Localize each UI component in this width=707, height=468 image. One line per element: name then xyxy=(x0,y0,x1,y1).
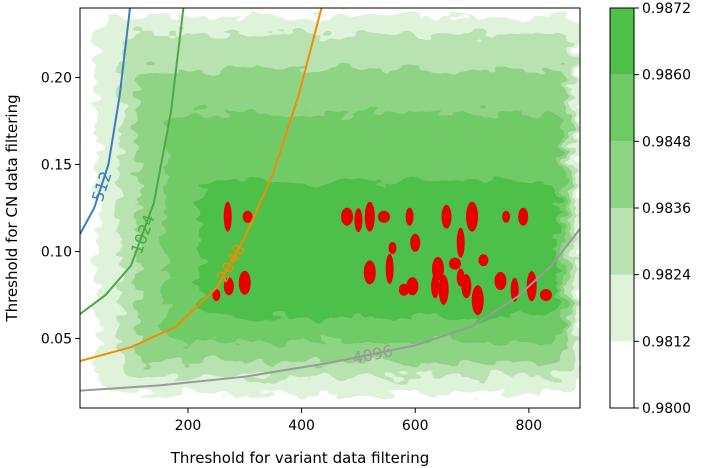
colorbar-segment-1 xyxy=(610,341,634,408)
x-axis: 200 400 600 800 xyxy=(175,408,542,434)
y-tick-label: 0.05 xyxy=(41,331,72,347)
contour-line-1024 xyxy=(80,8,185,315)
peak-region-1 xyxy=(212,288,221,301)
peak-region-3 xyxy=(238,270,251,295)
peak-region-11 xyxy=(441,204,452,229)
peak-region-21 xyxy=(449,257,461,270)
contour-line-4096 xyxy=(80,228,580,392)
colorbar: 0.9800 0.9812 0.9824 0.9836 0.9848 0.9860 0.98… xyxy=(609,1,691,417)
colorbar-tick-label: 0.9812 xyxy=(642,334,691,350)
x-tick-label: 600 xyxy=(402,418,429,434)
peak-region-15 xyxy=(363,260,376,285)
peak-region-12 xyxy=(466,201,479,232)
peak-region-18 xyxy=(406,277,419,296)
peak-region-13 xyxy=(502,210,511,223)
colorbar-segment-3 xyxy=(610,208,634,275)
y-axis: 0.05 0.10 0.15 0.20 xyxy=(41,71,80,347)
colorbar-segment-5 xyxy=(610,74,634,142)
contour-lines xyxy=(80,8,580,392)
peak-region-27 xyxy=(431,256,444,281)
peak-region-2 xyxy=(223,277,234,296)
x-tick-label: 200 xyxy=(175,418,202,434)
peak-regions xyxy=(212,201,552,316)
peak-region-20 xyxy=(438,274,449,305)
peak-region-9 xyxy=(377,210,390,223)
peak-region-10 xyxy=(405,207,414,226)
colorbar-tick-label: 0.9800 xyxy=(642,401,691,417)
x-axis-label: Threshold for variant data filtering xyxy=(170,449,429,467)
plot-frame xyxy=(79,7,581,409)
peak-region-30 xyxy=(494,272,507,291)
colorbar-tick-label: 0.9860 xyxy=(642,68,691,84)
peak-region-23 xyxy=(461,274,472,299)
peak-region-29 xyxy=(478,254,489,267)
peak-region-24 xyxy=(471,285,484,316)
peak-region-4 xyxy=(223,201,232,232)
y-tick-label: 0.20 xyxy=(41,71,72,87)
x-tick-label: 400 xyxy=(288,418,315,434)
colorbar-tick-label: 0.9824 xyxy=(642,268,691,284)
peak-region-25 xyxy=(388,242,397,254)
contour-line-2048 xyxy=(80,8,323,363)
peak-region-16 xyxy=(385,253,394,284)
y-tick-label: 0.10 xyxy=(41,244,72,260)
colorbar-segment-6 xyxy=(610,8,634,75)
colorbar-tick-label: 0.9836 xyxy=(642,201,691,217)
y-tick-label: 0.15 xyxy=(41,158,72,174)
contour-line-512 xyxy=(80,8,131,235)
peak-region-14 xyxy=(518,207,529,226)
peak-region-5 xyxy=(242,210,253,223)
peak-region-33 xyxy=(539,288,552,301)
peak-region-7 xyxy=(354,208,363,233)
peak-region-6 xyxy=(341,207,354,226)
filled-contour-levels xyxy=(97,16,580,395)
peak-region-8 xyxy=(364,201,375,232)
colorbar-tick-label: 0.9872 xyxy=(642,1,691,17)
colorbar-tick-label: 0.9848 xyxy=(642,134,691,150)
peak-region-32 xyxy=(526,271,537,302)
peak-region-26 xyxy=(410,233,421,252)
contour-band-5 xyxy=(199,181,558,318)
peak-region-28 xyxy=(456,227,465,258)
peak-region-31 xyxy=(510,277,519,302)
colorbar-segment-4 xyxy=(610,141,634,208)
x-tick-label: 800 xyxy=(515,418,542,434)
peak-region-17 xyxy=(398,283,409,296)
y-axis-label: Threshold for CN data filtering xyxy=(3,94,21,322)
colorbar-segment-2 xyxy=(610,274,634,342)
